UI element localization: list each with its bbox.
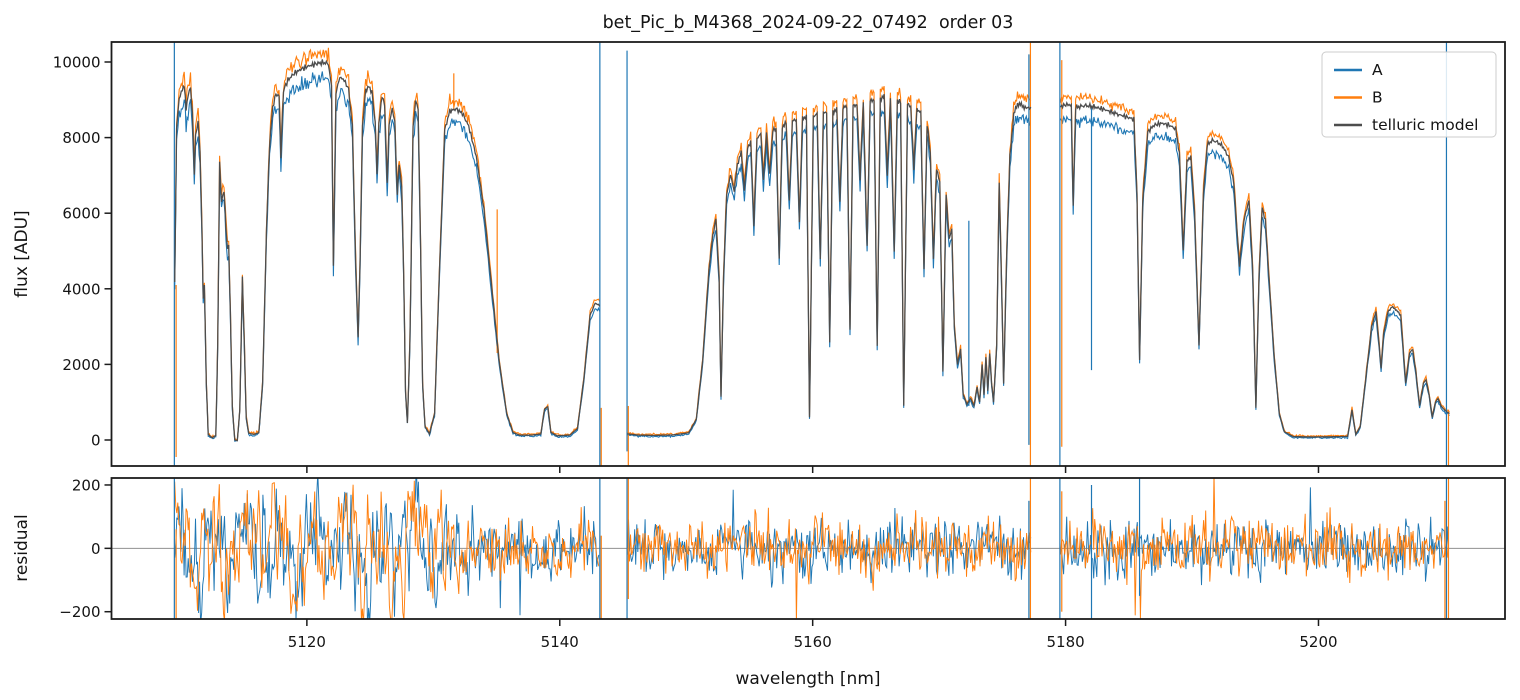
y-tick-label: 200 [72,476,101,494]
y-tick-label: 6000 [62,205,100,223]
telluric-model-path [174,59,1450,442]
residual-panel: −200 0 200 5120 5140 5160 5180 5200 [59,476,1506,651]
x-tick-label: 5140 [541,633,579,651]
residual-b-path [174,478,1449,619]
legend-label-a: A [1372,61,1383,79]
flux-axis-label: flux [ADU] [12,210,32,297]
y-tick-label: 2000 [62,356,100,374]
y-tick-label: −200 [59,603,100,621]
y-tick-label: 4000 [62,280,100,298]
flux-plot-area [173,42,1450,466]
page-title: bet_Pic_b_M4368_2024-09-22_07492 order 0… [603,13,1014,33]
flux-panel: 0 2000 4000 6000 8000 10000 [53,41,1506,473]
residual-plot-area [111,478,1505,619]
residual-axis-label: residual [12,514,32,581]
x-tick-label: 5120 [288,633,326,651]
x-tick-label: 5180 [1046,633,1084,651]
y-tick-label: 8000 [62,129,100,147]
legend-box [1321,51,1497,138]
y-tick-label: 10000 [53,53,101,71]
wavelength-axis-label: wavelength [nm] [735,669,880,689]
legend-label-telluric: telluric model [1372,116,1478,134]
x-tick-label: 5160 [794,633,832,651]
y-tick-label: 0 [91,540,101,558]
legend: A B telluric model [1321,51,1497,138]
x-tick-label: 5200 [1299,633,1337,651]
y-tick-label: 0 [91,431,101,449]
legend-label-b: B [1372,89,1383,107]
flux-panel-frame [110,41,1506,467]
